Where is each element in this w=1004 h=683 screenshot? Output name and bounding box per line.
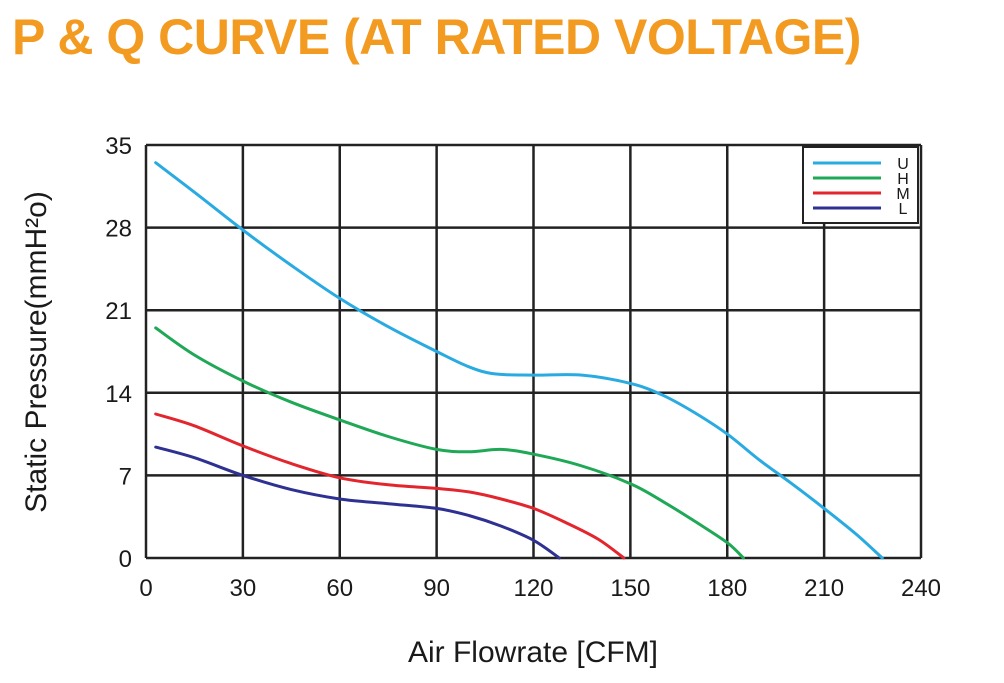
series-line-l [154, 445, 561, 560]
y-tick-label-0: 0 [119, 546, 132, 573]
legend-label-l: L [899, 201, 908, 218]
series-line-h [154, 326, 745, 560]
x-tick-label-30: 30 [230, 575, 257, 602]
x-tick-label-0: 0 [139, 575, 152, 602]
y-tick-label-14: 14 [105, 381, 132, 408]
legend-label-h: H [897, 171, 909, 188]
x-tick-label-60: 60 [326, 575, 353, 602]
legend-label-u: U [897, 156, 909, 173]
y-tick-label-28: 28 [105, 216, 132, 243]
y-tick-label-35: 35 [105, 133, 132, 160]
x-tick-label-150: 150 [610, 575, 650, 602]
series-line-m [154, 412, 626, 560]
axis-ticks: 0 30 60 90 120 150 180 210 240 0 7 14 21 28 35 [105, 133, 941, 602]
x-tick-label-120: 120 [513, 575, 553, 602]
y-tick-label-7: 7 [119, 463, 132, 490]
x-tick-label-90: 90 [423, 575, 450, 602]
x-tick-label-180: 180 [707, 575, 747, 602]
x-tick-label-210: 210 [804, 575, 844, 602]
x-tick-label-240: 240 [901, 575, 941, 602]
chart-title: P & Q CURVE (AT RATED VOLTAGE) [12, 9, 861, 65]
y-tick-label-21: 21 [105, 298, 132, 325]
legend-label-m: M [896, 186, 909, 203]
series-lines [154, 161, 884, 560]
series-line-u [154, 161, 884, 560]
y-axis-label: Static Pressure(mmH²o) [20, 191, 53, 513]
legend-box [802, 146, 919, 224]
x-axis-label: Air Flowrate [CFM] [408, 636, 658, 669]
